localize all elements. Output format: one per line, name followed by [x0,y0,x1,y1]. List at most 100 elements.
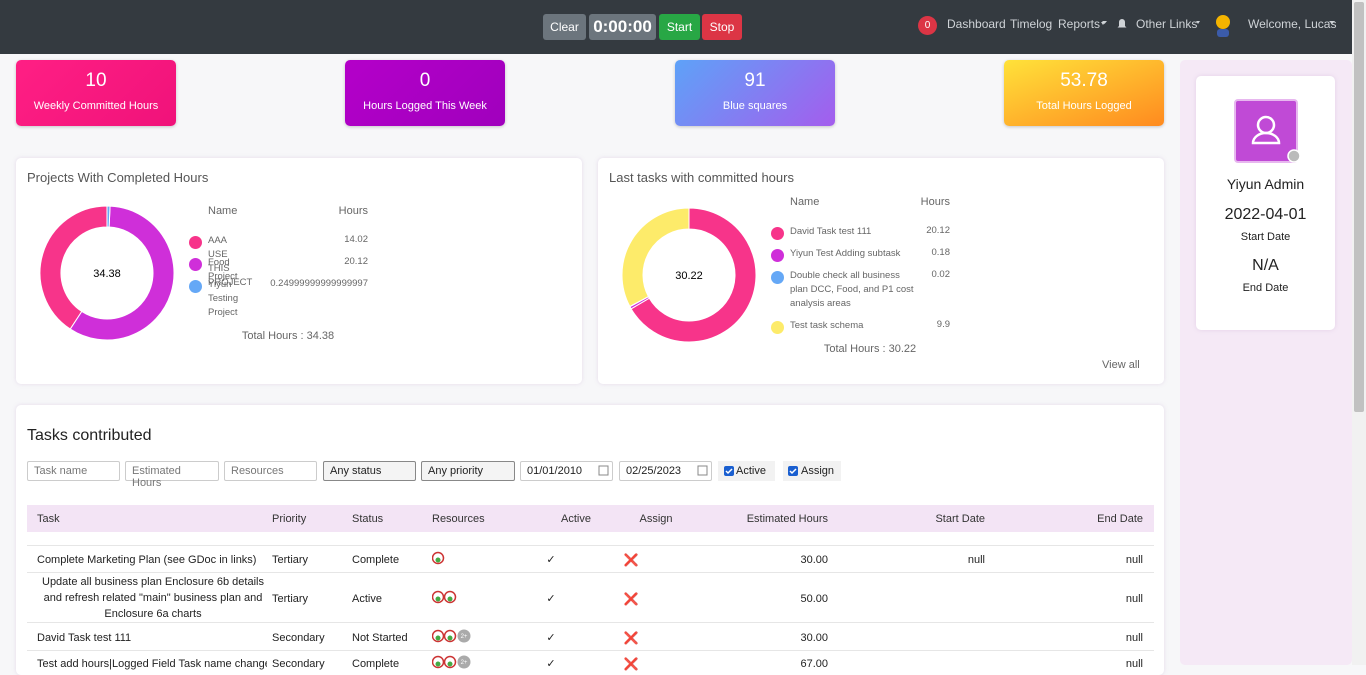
legend-hours: 20.12 [926,225,950,236]
cell-task: Complete Marketing Plan (see GDoc in lin… [37,554,257,566]
cell-priority: Tertiary [272,554,309,566]
start-date-label: Start Date [1240,231,1291,243]
profile-name: Yiyun Admin [1226,176,1305,192]
cell-estimated: 50.00 [800,593,828,605]
cell-task: Test add hours|Logged Field Task name ch… [37,658,267,670]
end-date: N/A [1252,257,1279,274]
legend-name: Food Project [208,257,238,282]
donut-chart: 30.22 [621,207,757,343]
start-date: 2022-04-01 [1224,206,1307,223]
column-header: Start Date [935,513,985,525]
cell-end: null [1125,658,1143,670]
timer: 0:00:00 [589,14,656,40]
resources-input[interactable]: Resources [224,461,317,481]
status-select[interactable]: Any status [323,461,416,481]
resource-avatar-face [435,557,441,563]
cell-end: null [1125,632,1143,644]
cell-estimated: 30.00 [800,554,828,566]
start-button[interactable]: Start [659,14,700,40]
card-label: Total Hours Logged [1036,100,1132,112]
legend-name: Double check all business plan DCC, Food… [790,270,914,309]
priority-select[interactable]: Any priority [421,461,515,481]
profile-avatar [1234,99,1300,163]
notification-badge[interactable]: 0 [918,16,937,35]
column-header: Resources [432,513,485,525]
legend-hours: 0.18 [931,247,951,258]
stop-button[interactable]: Stop [702,14,742,40]
task-name-input[interactable]: Task name [27,461,120,481]
row-border [27,650,1154,651]
legend-name: Yiyun Testing Project [208,279,239,318]
cell-task: Update all business plan Enclosure 6b de… [42,576,264,620]
tasks-chart-panel: Last tasks with committed hours View all… [598,158,1164,384]
caret [1329,21,1335,24]
nav-link[interactable]: Timelog [1010,17,1053,31]
profile-card: Yiyun Admin 2022-04-01 Start Date N/A En… [1196,76,1335,330]
resource-icons: 2+ [432,629,471,643]
legend-name: AAA USE THIS PROJECT [208,235,253,288]
legend-dot [771,321,784,334]
legend-dot [189,280,202,293]
donut-center: 30.22 [675,270,703,282]
resource-avatar-face [447,661,453,667]
column-header: Priority [272,513,307,525]
scroll-thumb[interactable] [1354,2,1364,412]
legend-dot [771,271,784,284]
card-value: 0 [419,70,431,91]
projects-panel: Projects With Completed Hours 34.38 Name H… [16,158,582,384]
welcome-menu[interactable]: Welcome, Lucas [1248,17,1337,31]
scrollbar[interactable] [1352,0,1366,665]
card-value: 53.78 [1060,70,1108,91]
end-date-label: End Date [1242,282,1289,294]
donut-segment [69,205,175,341]
column-header: Active [561,513,591,525]
panel-title: Tasks contributed [27,427,152,444]
cell-assign: ❌ [623,553,639,567]
cell-priority: Secondary [272,658,325,670]
panel-title: Projects With Completed Hours [27,170,209,185]
legend-dot [771,249,784,262]
estimated-input[interactable]: Estimated Hours [125,461,219,489]
donut-segment [106,205,111,228]
navbar: Clear 0:00:00 Start Stop 0 Dashboard Tim… [0,0,1352,54]
column-header: Status [352,513,384,525]
cell-status: Not Started [352,632,408,644]
nav-link[interactable]: Reports [1058,17,1101,31]
legend-hours: 0.24999999999999997 [270,278,368,289]
from-date[interactable]: 01/01/2010 [520,461,613,481]
cell-assign: ❌ [623,592,639,606]
view-all-link[interactable]: View all [1102,359,1140,371]
legend-name: David Task test 111 [790,226,872,237]
tasks-panel: Tasks contributed [16,405,1164,675]
assign-checkbox[interactable]: Assign [783,461,841,481]
cell-active: ✓ [546,554,556,566]
resource-avatar-face [447,596,453,602]
legend-dot [771,227,784,240]
donut-segment [39,205,108,330]
card-label: Blue squares [722,100,788,112]
nav-link[interactable]: Other Links [1136,17,1198,31]
resource-icons [432,551,445,565]
column-header: Task [37,513,60,525]
cell-active: ✓ [546,593,556,605]
resource-avatar-face [447,635,453,641]
avatar-icon[interactable] [1213,14,1233,38]
nav-link[interactable]: Dashboard [947,17,1006,31]
more-badge-text: 2+ [461,634,468,640]
more-badge-text: 2+ [461,660,468,666]
legend-hours: 9.9 [936,319,950,330]
legend-dot [189,258,202,271]
summary-card: 53.78 Total Hours Logged [1004,60,1164,126]
to-date[interactable]: 02/25/2023 [619,461,712,481]
cell-end: null [1125,554,1143,566]
legend-hours: 20.12 [344,256,368,267]
cell-status: Active [352,593,382,605]
clear-button[interactable]: Clear [543,14,586,40]
total-hours: Total Hours : 34.38 [241,330,335,342]
resource-icons: 2+ [432,655,471,669]
legend-name: Yiyun Test Adding subtask [790,248,901,259]
summary-card: 10 Weekly Committed Hours [16,60,176,126]
active-checkbox[interactable]: Active [718,461,775,481]
caret-icons [1102,21,1200,24]
cell-task: David Task test 111 [37,632,132,644]
